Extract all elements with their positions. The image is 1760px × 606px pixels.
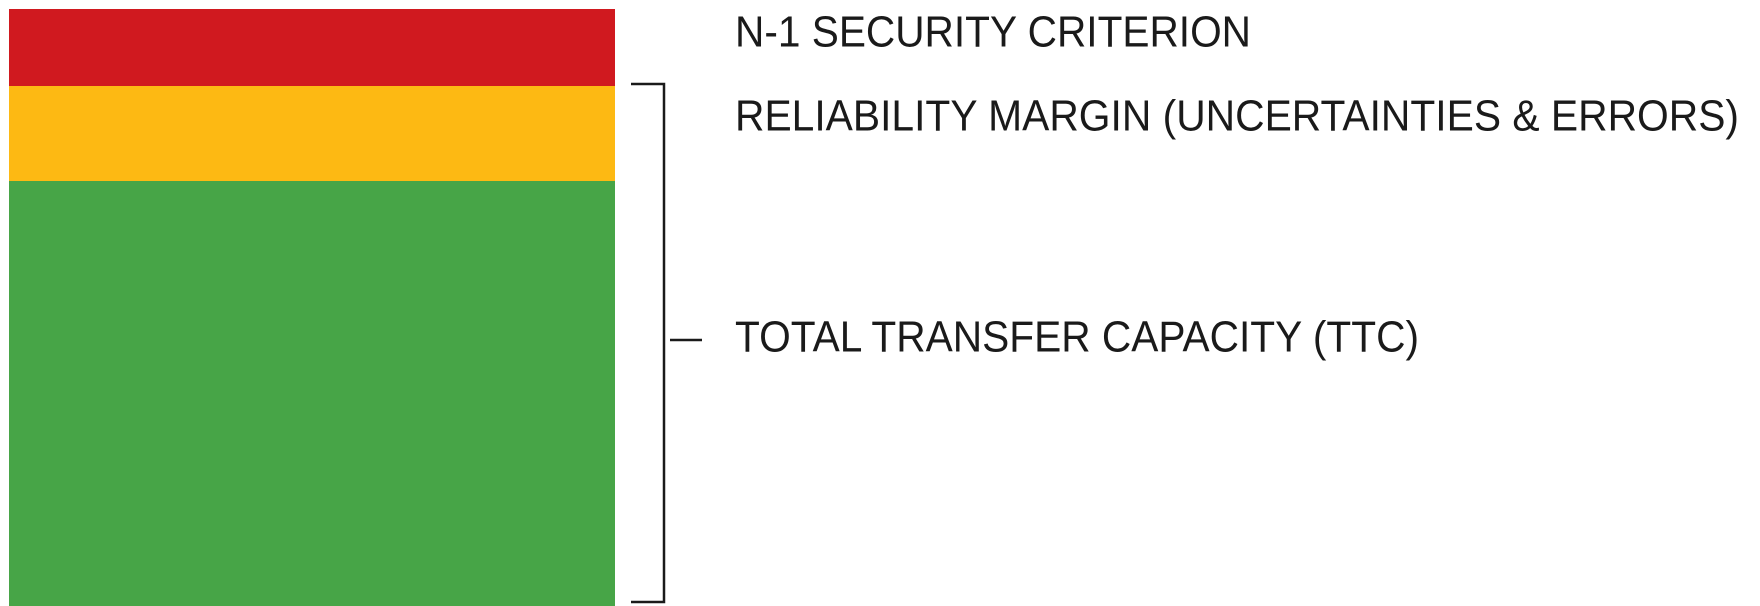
ttc-block [9,181,615,606]
reliability-block [9,86,615,182]
n1-label: N-1 SECURITY CRITERION [735,8,1251,57]
reliability-label: RELIABILITY MARGIN (UNCERTAINTIES & ERRO… [735,92,1739,141]
bracket [631,82,666,604]
ttc-label: TOTAL TRANSFER CAPACITY (TTC) [735,313,1419,362]
n1-block [9,9,615,87]
